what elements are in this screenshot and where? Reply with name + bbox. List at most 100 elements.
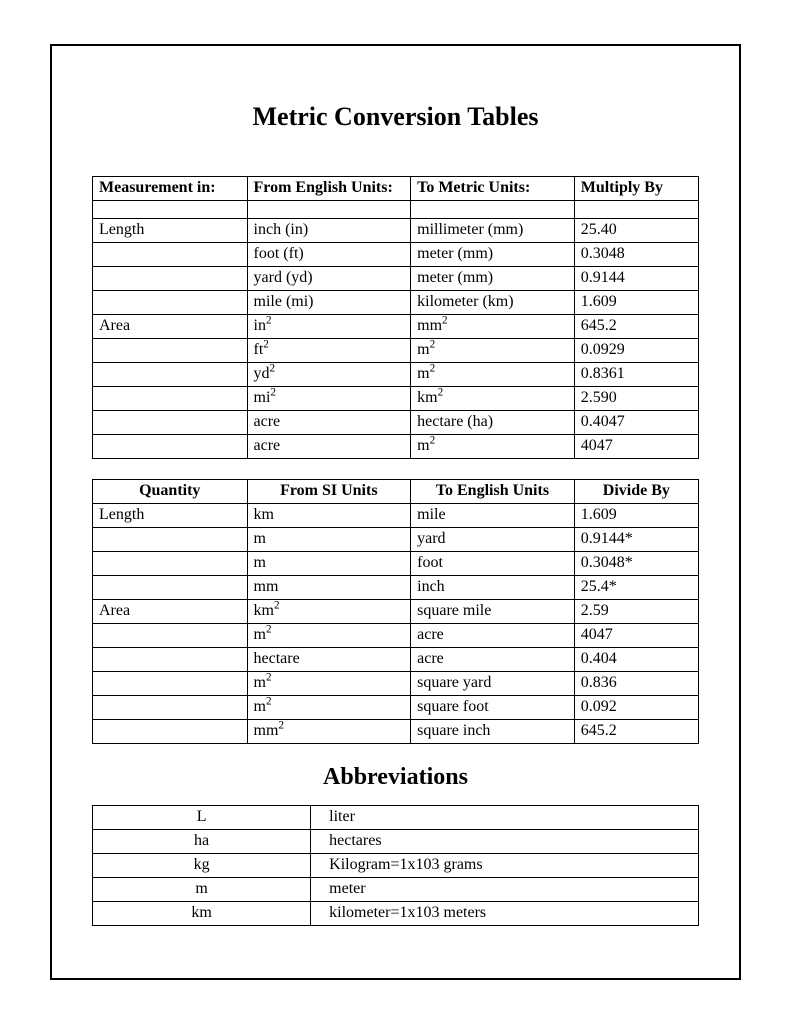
from-cell: m2 [247, 672, 411, 696]
abbr-symbol-cell: L [93, 806, 311, 830]
table-row: hectare acre 0.404 [93, 648, 699, 672]
from-cell: m [247, 552, 411, 576]
table-row: m foot 0.3048* [93, 552, 699, 576]
col-header: Measurement in: [93, 177, 248, 201]
factor-cell: 25.4* [574, 576, 698, 600]
abbr-symbol-cell: kg [93, 854, 311, 878]
from-cell: in2 [247, 315, 411, 339]
quantity-cell [93, 624, 248, 648]
factor-cell: 0.8361 [574, 363, 698, 387]
from-cell: mi2 [247, 387, 411, 411]
from-cell: mm2 [247, 720, 411, 744]
measurement-cell [93, 243, 248, 267]
quantity-cell [93, 696, 248, 720]
abbr-definition-cell: kilometer=1x103 meters [311, 902, 699, 926]
table-row: acre hectare (ha) 0.4047 [93, 411, 699, 435]
to-cell: km2 [411, 387, 575, 411]
col-header: To English Units [411, 480, 575, 504]
to-cell: meter (mm) [411, 267, 575, 291]
to-cell: acre [411, 648, 575, 672]
quantity-cell [93, 720, 248, 744]
from-cell: yd2 [247, 363, 411, 387]
table-row: L liter [93, 806, 699, 830]
from-cell: mm [247, 576, 411, 600]
to-cell: mm2 [411, 315, 575, 339]
factor-cell: 645.2 [574, 720, 698, 744]
from-cell: acre [247, 411, 411, 435]
abbr-definition-cell: hectares [311, 830, 699, 854]
table-row: m yard 0.9144* [93, 528, 699, 552]
table-row: yard (yd) meter (mm) 0.9144 [93, 267, 699, 291]
abbr-definition-cell: meter [311, 878, 699, 902]
from-cell: m2 [247, 624, 411, 648]
table-row: acre m2 4047 [93, 435, 699, 459]
table-row: ft2 m2 0.0929 [93, 339, 699, 363]
quantity-cell: Length [93, 504, 248, 528]
to-cell: foot [411, 552, 575, 576]
factor-cell: 2.590 [574, 387, 698, 411]
to-cell: meter (mm) [411, 243, 575, 267]
factor-cell: 25.40 [574, 219, 698, 243]
table-row: m2 square yard 0.836 [93, 672, 699, 696]
measurement-cell: Length [93, 219, 248, 243]
measurement-cell [93, 363, 248, 387]
table2-body: Length km mile 1.609 m yard 0.9144* m fo… [93, 504, 699, 744]
factor-cell: 0.4047 [574, 411, 698, 435]
from-cell: yard (yd) [247, 267, 411, 291]
table-blank-row [93, 201, 699, 219]
from-cell: m [247, 528, 411, 552]
abbreviations-title: Abbreviations [92, 764, 699, 791]
factor-cell: 0.836 [574, 672, 698, 696]
from-cell: acre [247, 435, 411, 459]
to-cell: hectare (ha) [411, 411, 575, 435]
from-cell: m2 [247, 696, 411, 720]
quantity-cell: Area [93, 600, 248, 624]
from-cell: hectare [247, 648, 411, 672]
table-row: foot (ft) meter (mm) 0.3048 [93, 243, 699, 267]
table-row: Area in2 mm2 645.2 [93, 315, 699, 339]
to-cell: yard [411, 528, 575, 552]
from-cell: km [247, 504, 411, 528]
abbr-definition-cell: liter [311, 806, 699, 830]
table-row: Area km2 square mile 2.59 [93, 600, 699, 624]
abbr-definition-cell: Kilogram=1x103 grams [311, 854, 699, 878]
measurement-cell [93, 291, 248, 315]
from-cell: inch (in) [247, 219, 411, 243]
col-header: Multiply By [574, 177, 698, 201]
to-cell: kilometer (km) [411, 291, 575, 315]
measurement-cell [93, 387, 248, 411]
to-cell: square mile [411, 600, 575, 624]
to-cell: square inch [411, 720, 575, 744]
factor-cell: 0.9144* [574, 528, 698, 552]
quantity-cell [93, 648, 248, 672]
abbr-symbol-cell: km [93, 902, 311, 926]
table-row: m2 square foot 0.092 [93, 696, 699, 720]
factor-cell: 2.59 [574, 600, 698, 624]
factor-cell: 0.404 [574, 648, 698, 672]
to-cell: square yard [411, 672, 575, 696]
table1-body: Length inch (in) millimeter (mm) 25.40 f… [93, 219, 699, 459]
table-row: Length inch (in) millimeter (mm) 25.40 [93, 219, 699, 243]
col-header: To Metric Units: [411, 177, 575, 201]
table-row: mm inch 25.4* [93, 576, 699, 600]
table-row: mi2 km2 2.590 [93, 387, 699, 411]
to-cell: mile [411, 504, 575, 528]
to-cell: acre [411, 624, 575, 648]
factor-cell: 4047 [574, 435, 698, 459]
from-cell: mile (mi) [247, 291, 411, 315]
from-cell: ft2 [247, 339, 411, 363]
to-cell: square foot [411, 696, 575, 720]
quantity-cell [93, 672, 248, 696]
measurement-cell [93, 411, 248, 435]
abbr-symbol-cell: ha [93, 830, 311, 854]
page: Metric Conversion Tables Measurement in:… [0, 0, 791, 1024]
quantity-cell [93, 576, 248, 600]
abbr-body: L liter ha hectares kg Kilogram=1x103 gr… [93, 806, 699, 926]
col-header: Divide By [574, 480, 698, 504]
col-header: From SI Units [247, 480, 411, 504]
to-cell: m2 [411, 363, 575, 387]
conversion-table-1: Measurement in: From English Units: To M… [92, 176, 699, 459]
abbreviations-table: L liter ha hectares kg Kilogram=1x103 gr… [92, 805, 699, 926]
to-cell: millimeter (mm) [411, 219, 575, 243]
to-cell: m2 [411, 339, 575, 363]
